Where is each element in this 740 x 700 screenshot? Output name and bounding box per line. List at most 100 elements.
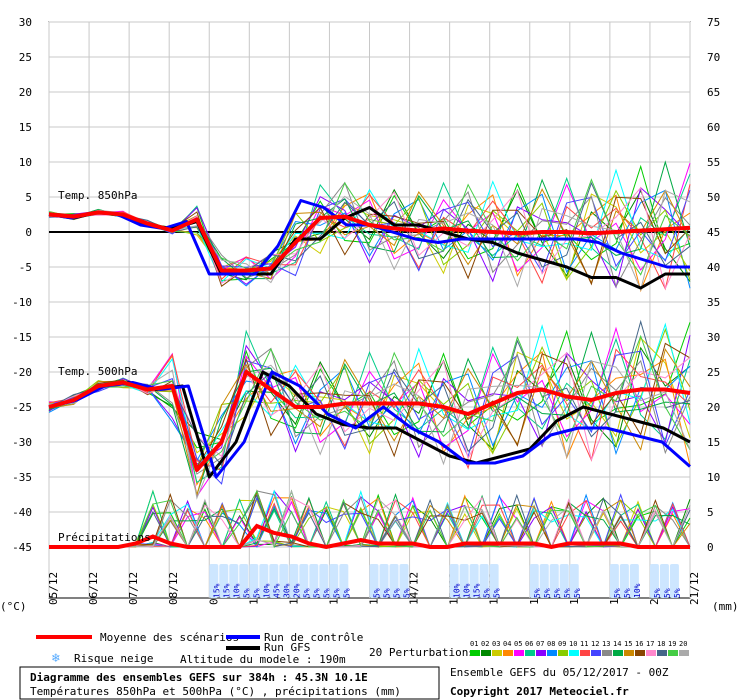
perturbation-swatch xyxy=(602,650,612,656)
left-tick-label: 25 xyxy=(19,51,32,64)
perturbation-number: 06 xyxy=(525,640,533,648)
perturbation-swatch xyxy=(547,650,557,656)
perturbation-number: 02 xyxy=(481,640,489,648)
left-axis-unit: (°C) xyxy=(0,600,27,613)
legend-mean-label: Moyenne des scénarios xyxy=(100,631,239,644)
legend-perturbations: 20 Perturbations xyxy=(369,646,475,659)
left-tick-label: 5 xyxy=(25,191,32,204)
mean-precip-line xyxy=(49,523,690,550)
perturbation-number: 04 xyxy=(503,640,511,648)
snow-risk-badge xyxy=(239,564,249,598)
left-tick-label: -40 xyxy=(12,506,32,519)
snow-risk-value: 5% xyxy=(252,588,261,598)
left-tick-label: -20 xyxy=(12,366,32,379)
legend-altitude: Altitude du modele : 190m xyxy=(180,653,346,666)
snow-risk-badge xyxy=(529,564,539,598)
snow-risk-badge xyxy=(369,564,379,598)
right-tick-label: 20 xyxy=(707,401,720,414)
snow-risk-value: 5% xyxy=(673,588,682,598)
snow-risk-badge xyxy=(329,564,339,598)
left-tick-label: 30 xyxy=(19,16,32,29)
right-tick-label: 0 xyxy=(707,541,714,554)
snow-risk-value: 5% xyxy=(403,588,412,598)
left-tick-label: 15 xyxy=(19,121,32,134)
perturbation-number: 03 xyxy=(492,640,500,648)
snow-risk-badge xyxy=(559,564,569,598)
snow-risk-badge xyxy=(459,564,469,598)
perturbation-swatch xyxy=(525,650,535,656)
mean-t850-line xyxy=(48,210,691,273)
snow-risk-badge xyxy=(339,564,349,598)
snow-risk-value: 5% xyxy=(623,588,632,598)
legend-control-label: Run de contrôle xyxy=(264,631,363,644)
left-tick-label: -5 xyxy=(19,261,32,274)
snow-risk-value: 10% xyxy=(453,583,462,598)
footer-subtitle: Températures 850hPa et 500hPa (°C) , pré… xyxy=(30,685,401,698)
right-axis-unit: (mm) xyxy=(712,600,739,613)
snow-risk-value: 15% xyxy=(222,583,231,598)
snow-risk-badge xyxy=(479,564,489,598)
snow-risk-value: 5% xyxy=(302,588,311,598)
perturbation-number: 15 xyxy=(624,640,632,648)
right-tick-label: 30 xyxy=(707,331,720,344)
perturbation-number: 20 xyxy=(679,640,687,648)
perturbation-swatch xyxy=(558,650,568,656)
snow-risk-row: 15% 15% 10% 5% 5% 10% 45% 30% 20% 5% 5% 5% 5% 5% 5% 5% 5… xyxy=(209,564,682,598)
snow-risk-value: 5% xyxy=(312,588,321,598)
perturbation-swatch xyxy=(613,650,623,656)
panel-label-t500: Temp. 500hPa xyxy=(58,365,137,378)
snow-risk-value: 10% xyxy=(463,583,472,598)
left-tick-label: 10 xyxy=(19,156,32,169)
snow-risk-value: 20% xyxy=(292,583,301,598)
left-tick-label: 20 xyxy=(19,86,32,99)
snow-risk-badge xyxy=(669,564,679,598)
snow-risk-badge xyxy=(299,564,309,598)
perturbation-number: 19 xyxy=(668,640,676,648)
perturbation-number: 18 xyxy=(657,640,665,648)
snow-risk-value: 5% xyxy=(383,588,392,598)
perturbation-swatch xyxy=(624,650,634,656)
snow-risk-value: 5% xyxy=(573,588,582,598)
left-tick-label: -30 xyxy=(12,436,32,449)
snow-risk-badge xyxy=(389,564,399,598)
snow-risk-badge xyxy=(379,564,389,598)
perturbation-number: 09 xyxy=(558,640,566,648)
snow-risk-value: 15% xyxy=(473,583,482,598)
right-tick-label: 70 xyxy=(707,51,720,64)
footer-box xyxy=(19,666,440,700)
snow-risk-badge xyxy=(659,564,669,598)
snow-risk-value: 45% xyxy=(272,583,281,598)
right-tick-label: 65 xyxy=(707,86,720,99)
snow-risk-value: 5% xyxy=(533,588,542,598)
left-tick-label: 0 xyxy=(25,226,32,239)
snow-risk-value: 10% xyxy=(633,583,642,598)
snow-risk-badge xyxy=(489,564,499,598)
perturbation-number: 13 xyxy=(602,640,610,648)
right-tick-label: 15 xyxy=(707,436,720,449)
snow-risk-value: 5% xyxy=(483,588,492,598)
x-tick-label: 14/12 xyxy=(408,572,421,605)
x-tick-label: 08/12 xyxy=(167,572,180,605)
perturbation-swatch xyxy=(481,650,491,656)
snow-risk-badge xyxy=(249,564,259,598)
snow-risk-value: 5% xyxy=(242,588,251,598)
main-series-lines xyxy=(48,199,691,550)
snow-risk-badge xyxy=(269,564,279,598)
member-t500-7 xyxy=(48,335,691,465)
left-tick-label: -10 xyxy=(12,296,32,309)
member-precip-19 xyxy=(49,489,690,549)
snow-risk-value: 5% xyxy=(543,588,552,598)
x-tick-label: 06/12 xyxy=(87,572,100,605)
footer-title: Diagramme des ensembles GEFS sur 384h : … xyxy=(30,671,368,684)
snow-risk-badge xyxy=(609,564,619,598)
snow-risk-value: 5% xyxy=(493,588,502,598)
perturbation-swatch xyxy=(492,650,502,656)
snow-risk-badge xyxy=(469,564,479,598)
perturbation-swatch xyxy=(569,650,579,656)
left-tick-label: -35 xyxy=(12,471,32,484)
snow-risk-value: 5% xyxy=(653,588,662,598)
legend-snow-label: Risque neige xyxy=(74,652,153,665)
perturbation-number: 17 xyxy=(646,640,654,648)
